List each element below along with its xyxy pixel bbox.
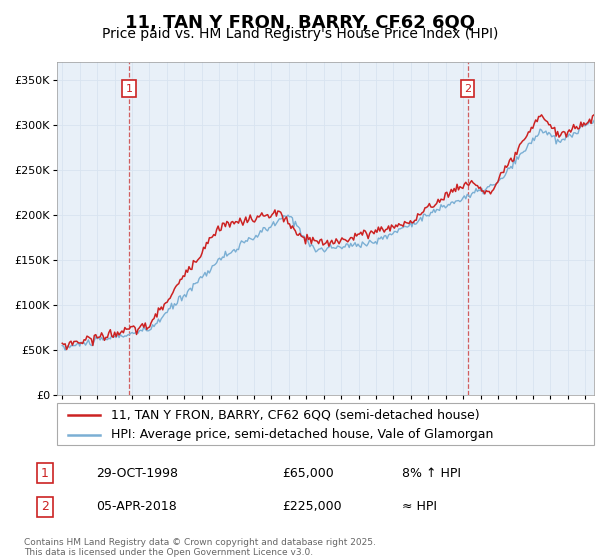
- Text: 11, TAN Y FRON, BARRY, CF62 6QQ (semi-detached house): 11, TAN Y FRON, BARRY, CF62 6QQ (semi-de…: [111, 408, 479, 422]
- Text: 05-APR-2018: 05-APR-2018: [96, 500, 177, 514]
- Text: 1: 1: [125, 83, 133, 94]
- Text: 2: 2: [41, 500, 49, 514]
- Text: 2: 2: [464, 83, 471, 94]
- Text: 8% ↑ HPI: 8% ↑ HPI: [402, 466, 461, 480]
- Text: Price paid vs. HM Land Registry's House Price Index (HPI): Price paid vs. HM Land Registry's House …: [102, 27, 498, 41]
- Text: Contains HM Land Registry data © Crown copyright and database right 2025.
This d: Contains HM Land Registry data © Crown c…: [24, 538, 376, 557]
- Text: £65,000: £65,000: [282, 466, 334, 480]
- FancyBboxPatch shape: [57, 403, 594, 445]
- Text: 1: 1: [41, 466, 49, 480]
- Text: HPI: Average price, semi-detached house, Vale of Glamorgan: HPI: Average price, semi-detached house,…: [111, 428, 493, 441]
- Text: 29-OCT-1998: 29-OCT-1998: [96, 466, 178, 480]
- Text: 11, TAN Y FRON, BARRY, CF62 6QQ: 11, TAN Y FRON, BARRY, CF62 6QQ: [125, 14, 475, 32]
- Text: ≈ HPI: ≈ HPI: [402, 500, 437, 514]
- Text: £225,000: £225,000: [282, 500, 341, 514]
